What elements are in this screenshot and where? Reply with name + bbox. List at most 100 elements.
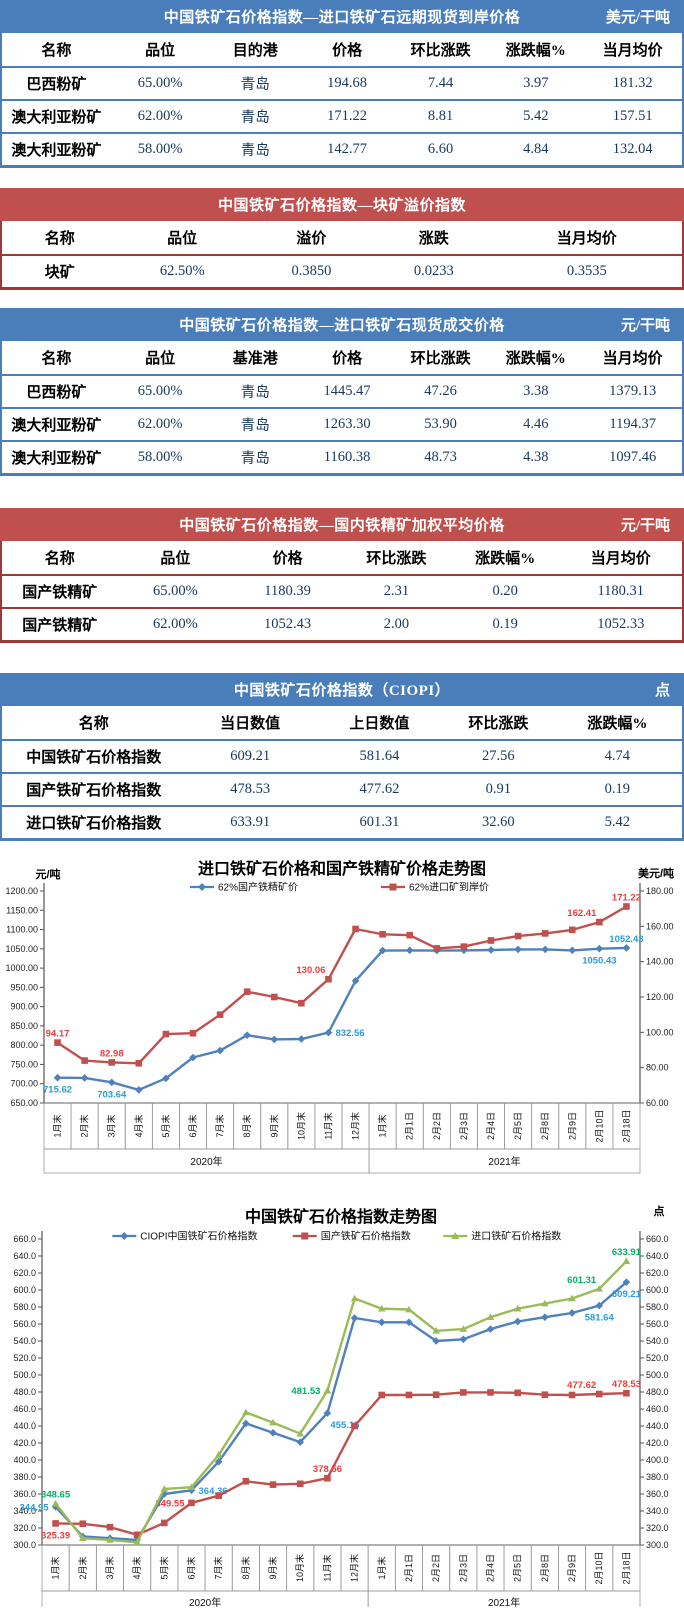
svg-text:2月4日: 2月4日 (486, 1554, 496, 1582)
svg-text:2月10日: 2月10日 (594, 1109, 604, 1142)
svg-text:62%进口矿到岸价: 62%进口矿到岸价 (409, 881, 489, 894)
iron-ore-price-index-trend-chart: 中国铁矿石价格指数走势图 点 300.0 320.0 340.0 360.0 380.0 40… (0, 1185, 684, 1612)
table-cell: 27.56 (482, 748, 515, 764)
table-body: 名称 品位 目的港 价格 环比涨跌 涨跌幅% 当月均价 巴西粉矿 65.00% 青岛 194.68 7… (0, 33, 684, 168)
column-header: 环比涨跌 (468, 716, 529, 732)
table-cell: 巴西粉矿 (26, 385, 87, 401)
table-cell: 157.51 (612, 108, 653, 124)
column-header: 目的港 (232, 43, 278, 59)
column-header: 价格 (272, 551, 303, 567)
domestic-concentrate-weighted-price-table: 中国铁矿石价格指数—国内铁精矿加权平均价格 元/干吨 名称 品位 价格 环比涨跌 涨跌幅… (0, 508, 684, 643)
table-cell: 1445.47 (323, 383, 371, 399)
svg-text:900.00: 900.00 (10, 1002, 38, 1012)
price-trend-chart-canvas: 进口铁矿石价格和国产铁精矿价格走势图 元/吨 美元/吨 650.00 700.00 750… (5, 859, 674, 1174)
table-cell: 53.90 (424, 416, 457, 432)
table-cell: 块矿 (44, 265, 75, 281)
column-header: 价格 (332, 43, 363, 59)
table-unit: 点 (654, 683, 670, 699)
table-header-row: 名称 当日数值 上日数值 环比涨跌 涨跌幅% (2, 706, 682, 739)
svg-text:455.15: 455.15 (330, 1420, 360, 1431)
svg-text:2020年: 2020年 (190, 1155, 222, 1168)
table-cell: 65.00% (153, 583, 198, 599)
svg-text:8月末: 8月末 (240, 1556, 251, 1579)
table-cell: 巴西粉矿 (26, 77, 87, 93)
svg-text:500.0: 500.0 (13, 1370, 36, 1380)
column-header: 名称 (78, 716, 109, 732)
svg-text:1月末: 1月末 (376, 1556, 387, 1579)
svg-text:2月1日: 2月1日 (405, 1112, 415, 1140)
svg-text:378.56: 378.56 (313, 1464, 342, 1475)
svg-text:477.62: 477.62 (567, 1380, 596, 1391)
svg-text:4月末: 4月末 (133, 1114, 144, 1137)
table-cell: 5.42 (523, 108, 549, 124)
svg-text:9月末: 9月末 (267, 1556, 278, 1579)
svg-text:300.0: 300.0 (13, 1540, 36, 1550)
table-cell: 澳大利亚粉矿 (11, 143, 102, 159)
table-row: 国产铁精矿 65.00% 1180.39 2.31 0.20 1180.31 (2, 574, 682, 607)
table-cell: 58.00% (137, 141, 183, 157)
table-cell: 中国铁矿石价格指数 (26, 750, 162, 766)
table-cell: 1194.37 (609, 416, 656, 432)
svg-text:340.0: 340.0 (646, 1506, 669, 1516)
svg-text:320.0: 320.0 (646, 1523, 669, 1533)
column-header: 当月均价 (590, 551, 651, 567)
table-cell: 6.60 (427, 141, 454, 157)
svg-text:2月末: 2月末 (79, 1114, 90, 1137)
table-row: 国产铁矿石价格指数 478.53 477.62 0.91 0.19 (2, 772, 682, 805)
table-cell: 7.44 (427, 75, 454, 91)
svg-text:120.00: 120.00 (646, 992, 674, 1002)
svg-text:480.0: 480.0 (13, 1387, 36, 1397)
svg-text:348.65: 348.65 (41, 1490, 71, 1501)
svg-text:11月末: 11月末 (322, 1112, 333, 1139)
svg-text:700.00: 700.00 (10, 1079, 38, 1089)
svg-text:832.56: 832.56 (335, 1028, 364, 1039)
table-row: 国产铁精矿 62.00% 1052.43 2.00 0.19 1052.33 (2, 607, 682, 640)
lump-premium-index-table: 中国铁矿石价格指数—块矿溢价指数 名称 品位 溢价 涨跌 当月均价 块矿 62.50% 0.3… (0, 188, 684, 290)
svg-text:500.0: 500.0 (646, 1370, 669, 1380)
svg-text:1100.00: 1100.00 (6, 925, 38, 935)
svg-text:2月1日: 2月1日 (404, 1554, 414, 1582)
column-header: 环比涨跌 (410, 351, 471, 367)
svg-text:850.00: 850.00 (10, 1021, 38, 1031)
svg-text:60.00: 60.00 (646, 1098, 669, 1108)
svg-text:94.17: 94.17 (46, 1029, 70, 1040)
svg-text:481.53: 481.53 (291, 1386, 320, 1397)
svg-text:1050.43: 1050.43 (582, 956, 616, 967)
svg-text:11月末: 11月末 (321, 1554, 332, 1581)
svg-text:2月9日: 2月9日 (567, 1112, 577, 1140)
svg-text:660.0: 660.0 (13, 1234, 36, 1244)
table-cell: 142.77 (327, 141, 368, 157)
table-row: 巴西粉矿 65.00% 青岛 1445.47 47.26 3.38 1379.13 (2, 374, 682, 407)
table-cell: 4.74 (604, 748, 631, 764)
svg-text:715.62: 715.62 (43, 1085, 72, 1096)
svg-text:620.0: 620.0 (646, 1268, 669, 1278)
column-header: 环比涨跌 (410, 43, 471, 59)
svg-text:633.91: 633.91 (612, 1247, 642, 1258)
svg-text:478.53: 478.53 (612, 1379, 641, 1390)
svg-text:601.31: 601.31 (567, 1275, 597, 1286)
table-body: 名称 品位 基准港 价格 环比涨跌 涨跌幅% 当月均价 巴西粉矿 65.00% 青岛 1445.47… (0, 341, 684, 476)
svg-text:160.00: 160.00 (646, 921, 674, 931)
svg-text:600.0: 600.0 (13, 1285, 36, 1295)
table-row: 巴西粉矿 65.00% 青岛 194.68 7.44 3.97 181.32 (2, 66, 682, 99)
svg-text:180.00: 180.00 (646, 886, 674, 896)
svg-text:1月末: 1月末 (52, 1114, 63, 1137)
svg-text:10月末: 10月末 (295, 1112, 306, 1140)
table-title: 中国铁矿石价格指数—进口铁矿石现货成交价格 (179, 318, 505, 334)
svg-text:440.0: 440.0 (646, 1421, 669, 1431)
svg-text:460.0: 460.0 (646, 1404, 669, 1414)
table-row: 澳大利亚粉矿 62.00% 青岛 1263.30 53.90 4.46 1194.37 (2, 407, 682, 440)
table-cell: 47.26 (424, 383, 457, 399)
svg-text:美元/吨: 美元/吨 (638, 866, 674, 880)
svg-text:1050.00: 1050.00 (5, 944, 38, 954)
svg-text:2月末: 2月末 (77, 1556, 88, 1579)
table-cell: 609.21 (230, 748, 271, 764)
table-cell: 2.00 (383, 616, 410, 632)
svg-text:2月10日: 2月10日 (594, 1551, 604, 1584)
column-header: 名称 (41, 43, 72, 59)
svg-text:7月末: 7月末 (213, 1556, 224, 1579)
table-unit: 元/干吨 (620, 318, 670, 334)
table-cell: 1052.43 (264, 616, 312, 632)
svg-text:400.0: 400.0 (13, 1455, 36, 1465)
svg-text:CIOPI中国铁矿石价格指数: CIOPI中国铁矿石价格指数 (140, 1230, 257, 1243)
